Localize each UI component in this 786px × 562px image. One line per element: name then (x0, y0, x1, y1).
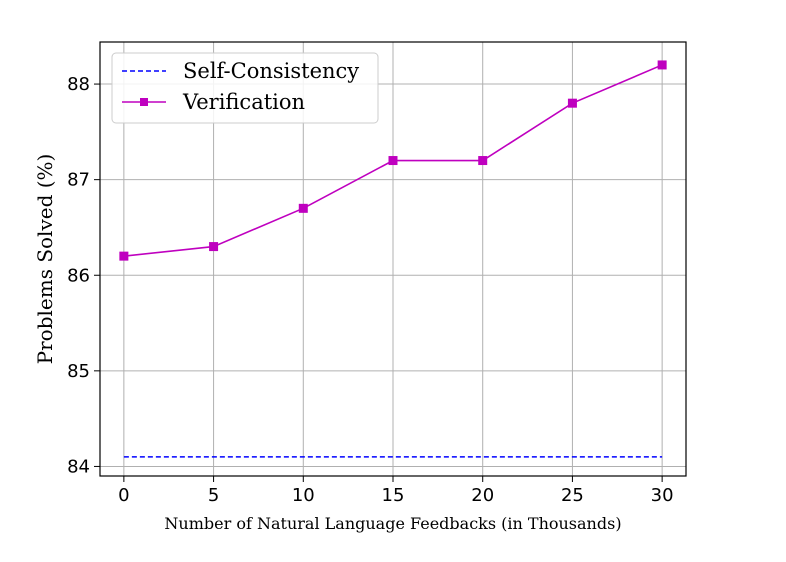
y-tick-label: 84 (67, 456, 90, 477)
legend-box (111, 52, 379, 124)
data-point-verification (478, 156, 488, 166)
legend-label-self-consistency: Self-Consistency (183, 59, 359, 83)
data-point-verification (388, 156, 398, 166)
x-tick-label: 10 (292, 485, 315, 506)
x-tick-label: 0 (118, 485, 129, 506)
y-axis-label: Problems Solved (%) (33, 154, 57, 365)
legend: Self-Consistency Verification (111, 52, 379, 124)
ticks: 0 5 10 15 20 25 30 84 85 86 87 88 (67, 74, 673, 506)
series-layer (119, 60, 667, 458)
y-tick-label: 87 (67, 170, 90, 191)
x-tick-label: 30 (651, 485, 674, 506)
x-tick-label: 15 (382, 485, 405, 506)
data-point-verification (209, 242, 219, 252)
data-point-verification (657, 60, 667, 70)
y-tick-label: 88 (67, 74, 90, 95)
data-point-verification (298, 203, 308, 213)
x-tick-label: 25 (561, 485, 584, 506)
legend-marker-verification (140, 98, 148, 106)
legend-label-verification: Verification (182, 90, 305, 114)
x-tick-label: 20 (471, 485, 494, 506)
y-tick-label: 86 (67, 265, 90, 286)
x-tick-label: 5 (208, 485, 219, 506)
data-point-verification (567, 98, 577, 108)
data-point-verification (119, 251, 129, 261)
x-axis-label: Number of Natural Language Feedbacks (in… (164, 514, 621, 533)
y-tick-label: 85 (67, 361, 90, 382)
